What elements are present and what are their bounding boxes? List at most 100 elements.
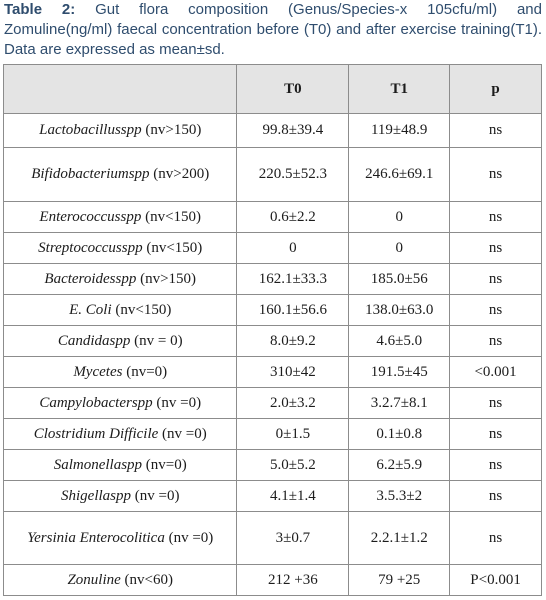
caption-label: Table 2: [4, 1, 76, 18]
cell-t0: 8.0±9.2 [236, 325, 350, 357]
variable-normal-range: (nv =0) [131, 487, 180, 504]
cell-p: ns [449, 201, 542, 233]
variable-normal-range: (nv = 0) [130, 332, 183, 349]
cell-t1: 138.0±63.0 [348, 294, 451, 326]
cell-t1: 0 [348, 232, 451, 264]
table-row: Yersinia Enterocolitica (nv =0) 3±0.7 2.2.… [2, 511, 542, 565]
table-caption: Table 2: Gut flora composition (Genus/Sp… [4, 0, 542, 60]
variable-name: Clostridium Difficile [33, 425, 159, 442]
cell-t0: 0.6±2.2 [236, 201, 350, 233]
variable-normal-range: (nv<60) [120, 571, 173, 588]
variable-name: Lactobacillusspp [39, 122, 142, 138]
variable-name: Salmonellaspp [53, 456, 143, 473]
cell-t0: 99.8±39.4 [236, 113, 350, 148]
header-cell-t1: T1 [348, 64, 451, 114]
variable-normal-range: (nv=0) [142, 456, 187, 473]
cell-variable: Zonuline (nv<60) [2, 564, 238, 596]
table-row: Candidaspp (nv = 0) 8.0±9.2 4.6±5.0 ns [2, 325, 542, 357]
cell-t1: 185.0±56 [348, 263, 451, 295]
variable-normal-range: (nv<150) [142, 239, 203, 256]
variable-name: E. Coli [69, 301, 112, 318]
variable-name: Bifidobacteriumspp [31, 166, 150, 182]
caption-text: Gut flora composition (Genus/Species-x 1… [4, 1, 542, 58]
variable-normal-range: (nv<150) [141, 208, 202, 225]
table-row: Clostridium Difficile (nv =0) 0±1.5 0.1±0.… [2, 418, 542, 450]
table-body: Lactobacillusspp (nv>150) 99.8±39.4 119±48… [2, 113, 542, 596]
table-row: Bifidobacteriumspp (nv>200) 220.5±52.3 246… [2, 147, 542, 202]
cell-p: ns [449, 294, 542, 326]
cell-variable: Enterococcusspp (nv<150) [2, 201, 238, 233]
cell-t1: 3.2.7±8.1 [348, 387, 451, 419]
cell-variable: Campylobacterspp (nv =0) [2, 387, 238, 419]
cell-p: ns [449, 387, 542, 419]
cell-variable: Lactobacillusspp (nv>150) [2, 113, 238, 148]
cell-p: ns [449, 418, 542, 450]
cell-t0: 4.1±1.4 [236, 480, 350, 512]
cell-t0: 160.1±56.6 [236, 294, 350, 326]
cell-t1: 191.5±45 [348, 356, 451, 388]
variable-normal-range: (nv<150) [111, 301, 172, 318]
table-row: Mycetes (nv=0) 310±42 191.5±45 <0.001 [2, 356, 542, 388]
table-row: Enterococcusspp (nv<150) 0.6±2.2 0 ns [2, 201, 542, 233]
table-row: E. Coli (nv<150) 160.1±56.6 138.0±63.0 ns [2, 294, 542, 326]
cell-p: ns [449, 232, 542, 264]
cell-t1: 4.6±5.0 [348, 325, 451, 357]
cell-t0: 310±42 [236, 356, 350, 388]
cell-t1: 2.2.1±1.2 [348, 511, 451, 565]
variable-normal-range: (nv>150) [141, 122, 202, 138]
table-row: Lactobacillusspp (nv>150) 99.8±39.4 119±48… [2, 113, 542, 148]
cell-t0: 2.0±3.2 [236, 387, 350, 419]
variable-name: Shigellaspp [61, 487, 131, 504]
variable-name: Campylobacterspp [39, 394, 153, 411]
variable-name: Streptococcusspp [38, 239, 143, 256]
cell-variable: Yersinia Enterocolitica (nv =0) [2, 511, 238, 565]
variable-normal-range: (nv=0) [122, 363, 168, 380]
variable-normal-range: (nv =0) [152, 394, 202, 411]
variable-name: Zonuline [67, 571, 121, 588]
cell-p: ns [449, 113, 542, 148]
table-row: Campylobacterspp (nv =0) 2.0±3.2 3.2.7±8.1… [2, 387, 542, 419]
cell-variable: Candidaspp (nv = 0) [2, 325, 238, 357]
cell-p: ns [449, 147, 542, 202]
variable-name: Enterococcusspp [39, 208, 142, 225]
cell-t1: 6.2±5.9 [348, 449, 451, 481]
cell-t1: 79 +25 [348, 564, 451, 596]
cell-p: ns [449, 511, 542, 565]
cell-p: ns [449, 480, 542, 512]
cell-t1: 119±48.9 [348, 113, 451, 148]
variable-normal-range: (nv =0) [158, 425, 207, 442]
cell-t1: 0.1±0.8 [348, 418, 451, 450]
cell-t0: 220.5±52.3 [236, 147, 350, 202]
cell-t0: 162.1±33.3 [236, 263, 350, 295]
cell-p: P<0.001 [449, 564, 542, 596]
cell-t0: 3±0.7 [236, 511, 350, 565]
cell-t1: 0 [348, 201, 451, 233]
variable-normal-range: (nv =0) [164, 529, 214, 546]
cell-p: <0.001 [449, 356, 542, 388]
table-row: Shigellaspp (nv =0) 4.1±1.4 3.5.3±2 ns [2, 480, 542, 512]
table-row: Streptococcusspp (nv<150) 0 0 ns [2, 232, 542, 264]
table-row: Bacteroidesspp (nv>150) 162.1±33.3 185.0±5… [2, 263, 542, 295]
cell-variable: Streptococcusspp (nv<150) [2, 232, 238, 264]
cell-t0: 0±1.5 [236, 418, 350, 450]
cell-t1: 246.6±69.1 [348, 147, 451, 202]
cell-t1: 3.5.3±2 [348, 480, 451, 512]
variable-name: Yersinia Enterocolitica [27, 529, 165, 546]
table-row: Zonuline (nv<60) 212 +36 79 +25 P<0.001 [2, 564, 542, 596]
variable-name: Mycetes [73, 363, 123, 380]
cell-t0: 5.0±5.2 [236, 449, 350, 481]
cell-variable: Mycetes (nv=0) [2, 356, 238, 388]
cell-variable: E. Coli (nv<150) [2, 294, 238, 326]
header-cell-variable [2, 64, 238, 114]
variable-normal-range: (nv>150) [136, 270, 197, 287]
variable-normal-range: (nv>200) [149, 166, 210, 182]
cell-p: ns [449, 325, 542, 357]
cell-variable: Clostridium Difficile (nv =0) [2, 418, 238, 450]
cell-p: ns [449, 449, 542, 481]
header-cell-p: p [449, 64, 542, 114]
table-row: Salmonellaspp (nv=0) 5.0±5.2 6.2±5.9 ns [2, 449, 542, 481]
variable-name: Candidaspp [57, 332, 131, 349]
variable-name: Bacteroidesspp [44, 270, 137, 287]
header-cell-t0: T0 [236, 64, 350, 114]
cell-t0: 0 [236, 232, 350, 264]
